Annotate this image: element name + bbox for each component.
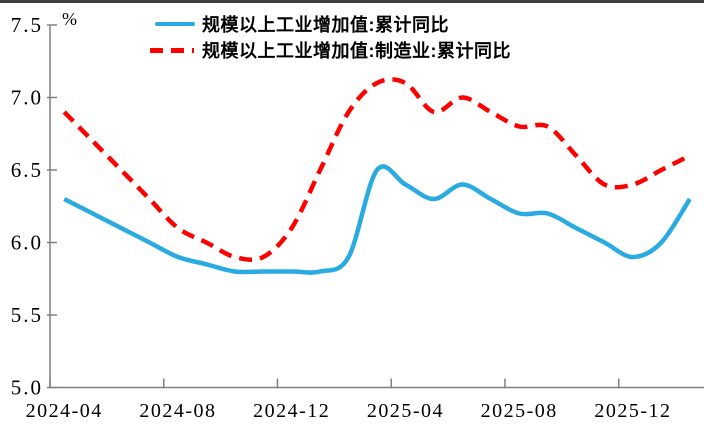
legend-label-cumulative: 规模以上工业增加值:累计同比 (202, 15, 449, 35)
y-tick-label: 5.5 (11, 303, 43, 327)
y-tick-label: 6.5 (11, 158, 43, 182)
legend-item-manufacturing: 规模以上工业增加值:制造业:累计同比 (150, 37, 511, 63)
y-tick-label: 7.5 (11, 13, 43, 37)
legend-solid-line-icon (155, 22, 195, 26)
top-border-line (0, 0, 704, 3)
series-line-manufacturing (62, 77, 691, 262)
x-tick-label: 2025-04 (367, 400, 444, 422)
x-tick-label: 2025-08 (481, 400, 558, 422)
axis-lines (49, 25, 704, 389)
y-axis-unit-label: % (62, 9, 77, 29)
legend-label-manufacturing: 规模以上工业增加值:制造业:累计同比 (202, 41, 511, 61)
y-tick-label: 7.0 (11, 86, 43, 110)
x-tick-label: 2024-08 (139, 400, 216, 422)
y-tick-label: 6.0 (11, 231, 43, 255)
series-line-cumulative (63, 164, 692, 275)
y-tick-label: 5.0 (11, 376, 43, 400)
legend-item-cumulative: 规模以上工业增加值:累计同比 (150, 11, 511, 37)
x-tick-label: 2024-12 (253, 400, 330, 422)
x-tick-label: 2024-04 (26, 400, 103, 422)
legend-sample-wrap (150, 47, 196, 53)
x-tick-label: 2025-12 (594, 400, 671, 422)
legend-dashed-line-icon (150, 47, 194, 53)
chart-legend: 规模以上工业增加值:累计同比 规模以上工业增加值:制造业:累计同比 (150, 11, 511, 63)
legend-sample-wrap (150, 22, 196, 26)
